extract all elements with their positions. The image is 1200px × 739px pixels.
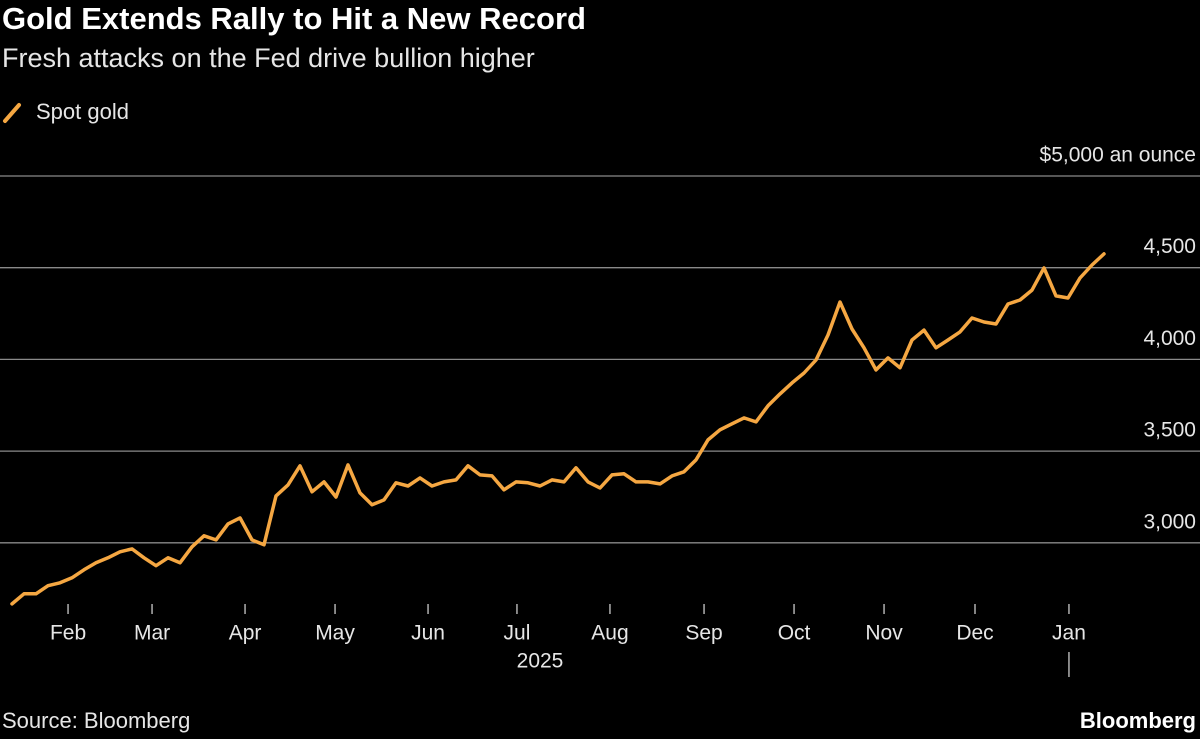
y-tick-label: 3,000	[1143, 510, 1196, 533]
legend-swatch	[3, 103, 21, 123]
x-year-label: 2025	[517, 650, 564, 673]
x-tick-label: Mar	[134, 622, 170, 645]
x-tick-label: Feb	[50, 622, 86, 645]
y-tick-label: 4,000	[1143, 327, 1196, 350]
series-line	[10, 252, 1106, 606]
brand: Bloomberg	[1080, 708, 1196, 733]
x-tick-label: Jun	[411, 622, 445, 645]
x-tick-label: Nov	[865, 622, 903, 645]
y-tick-label: 4,500	[1143, 235, 1196, 258]
chart-title: Gold Extends Rally to Hit a New Record	[2, 1, 586, 36]
x-tick-label: Apr	[229, 622, 262, 645]
x-tick-label: Jan	[1052, 622, 1086, 645]
x-tick-label: Jul	[504, 622, 531, 645]
x-tick-label: Dec	[956, 622, 993, 645]
x-tick-label: Sep	[685, 622, 722, 645]
x-tick-label: Aug	[591, 622, 628, 645]
x-tick-label: May	[315, 622, 355, 645]
y-tick-label: $5,000 an ounce	[1040, 144, 1196, 167]
source: Source: Bloomberg	[2, 708, 190, 733]
chart-subtitle: Fresh attacks on the Fed drive bullion h…	[2, 43, 535, 73]
legend-label: Spot gold	[36, 99, 129, 124]
y-tick-label: 3,500	[1143, 419, 1196, 442]
x-tick-label: Oct	[778, 622, 811, 645]
